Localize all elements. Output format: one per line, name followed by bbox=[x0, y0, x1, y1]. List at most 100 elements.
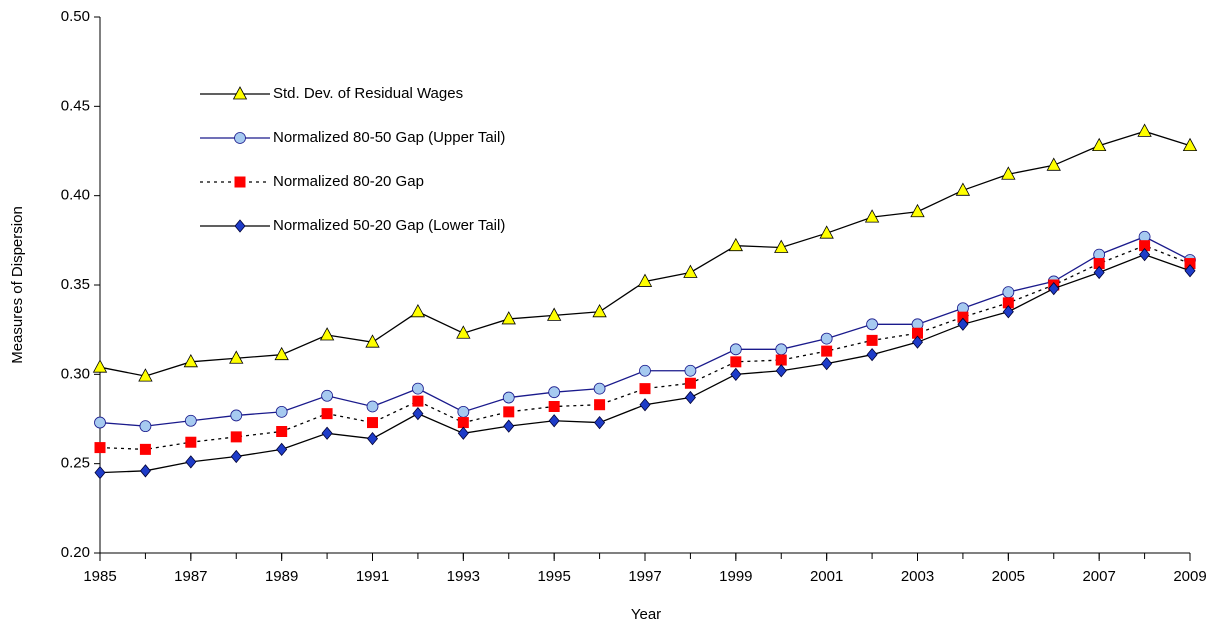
marker bbox=[820, 332, 833, 345]
x-tick-label: 1989 bbox=[265, 568, 298, 585]
marker bbox=[457, 405, 470, 418]
marker bbox=[1002, 297, 1014, 309]
marker bbox=[775, 343, 788, 356]
marker bbox=[1048, 281, 1060, 296]
x-tick-label: 1995 bbox=[537, 568, 570, 585]
marker bbox=[230, 449, 242, 464]
marker bbox=[1139, 240, 1151, 252]
marker bbox=[185, 455, 197, 469]
marker bbox=[910, 203, 925, 218]
marker bbox=[912, 327, 923, 339]
marker bbox=[457, 426, 469, 440]
marker bbox=[821, 356, 833, 371]
x-tick-label: 2009 bbox=[1173, 568, 1206, 585]
marker bbox=[138, 368, 153, 382]
marker bbox=[594, 399, 606, 411]
x-tick-label: 2007 bbox=[1082, 568, 1115, 585]
marker bbox=[548, 414, 560, 428]
marker bbox=[639, 364, 651, 377]
marker bbox=[1046, 157, 1061, 171]
marker bbox=[683, 264, 698, 278]
marker bbox=[139, 420, 152, 433]
x-tick-label: 1985 bbox=[83, 568, 116, 585]
x-tick-label: 1999 bbox=[719, 568, 752, 585]
marker bbox=[92, 359, 108, 373]
legend-label: Std. Dev. of Residual Wages bbox=[273, 85, 463, 102]
marker bbox=[1093, 258, 1105, 270]
marker bbox=[592, 303, 607, 318]
marker bbox=[1139, 248, 1151, 262]
y-tick-label: 0.35 bbox=[61, 276, 90, 293]
marker bbox=[639, 383, 651, 395]
marker bbox=[230, 431, 242, 443]
x-tick-label: 1993 bbox=[447, 568, 480, 585]
marker bbox=[321, 408, 333, 420]
marker bbox=[321, 389, 333, 402]
marker bbox=[593, 382, 606, 395]
marker bbox=[639, 398, 651, 412]
marker bbox=[412, 382, 424, 395]
x-tick-label: 2005 bbox=[992, 568, 1025, 585]
marker bbox=[1001, 166, 1016, 180]
marker bbox=[366, 400, 379, 413]
marker bbox=[548, 386, 561, 399]
y-tick-label: 0.30 bbox=[61, 365, 90, 382]
marker bbox=[410, 303, 426, 318]
legend-marker bbox=[234, 132, 246, 144]
marker bbox=[1184, 258, 1196, 270]
legend-label: Normalized 50-20 Gap (Lower Tail) bbox=[273, 217, 505, 234]
y-tick-label: 0.45 bbox=[61, 97, 90, 114]
marker bbox=[864, 209, 880, 223]
marker bbox=[502, 391, 515, 404]
marker bbox=[957, 317, 969, 331]
marker bbox=[866, 318, 878, 331]
y-tick-label: 0.40 bbox=[61, 187, 90, 204]
marker bbox=[274, 346, 289, 361]
x-tick-label: 1987 bbox=[174, 568, 207, 585]
x-tick-label: 1991 bbox=[356, 568, 389, 585]
marker bbox=[684, 377, 696, 389]
marker bbox=[1137, 123, 1152, 137]
marker bbox=[1091, 137, 1107, 152]
marker bbox=[1002, 286, 1015, 299]
marker bbox=[276, 426, 288, 438]
x-tick-label: 1997 bbox=[628, 568, 661, 585]
legend-marker bbox=[234, 176, 246, 188]
marker bbox=[729, 343, 742, 356]
legend-marker bbox=[232, 86, 248, 100]
series-line bbox=[99, 236, 1191, 427]
legend-marker bbox=[234, 219, 246, 233]
marker bbox=[321, 426, 333, 440]
marker bbox=[457, 417, 469, 429]
y-tick-label: 0.25 bbox=[61, 455, 90, 472]
marker bbox=[412, 395, 424, 407]
marker bbox=[637, 273, 653, 287]
marker bbox=[456, 325, 471, 339]
marker bbox=[1002, 305, 1014, 319]
marker bbox=[184, 414, 197, 427]
marker bbox=[594, 415, 606, 430]
marker bbox=[911, 335, 924, 349]
marker bbox=[684, 390, 696, 405]
marker bbox=[367, 417, 378, 429]
marker bbox=[276, 442, 288, 456]
marker bbox=[1182, 137, 1198, 152]
marker bbox=[365, 334, 380, 348]
y-tick-label: 0.50 bbox=[61, 8, 90, 25]
y-tick-label: 0.20 bbox=[61, 544, 90, 561]
marker bbox=[94, 416, 106, 429]
marker bbox=[955, 182, 971, 196]
marker bbox=[139, 464, 151, 478]
marker bbox=[775, 354, 787, 366]
marker bbox=[139, 443, 151, 455]
marker bbox=[546, 307, 562, 321]
marker bbox=[503, 419, 515, 433]
marker bbox=[866, 334, 878, 346]
marker bbox=[366, 432, 379, 446]
x-tick-label: 2003 bbox=[901, 568, 934, 585]
marker bbox=[548, 400, 560, 412]
marker bbox=[94, 442, 106, 454]
marker bbox=[730, 356, 742, 368]
marker bbox=[183, 353, 199, 368]
